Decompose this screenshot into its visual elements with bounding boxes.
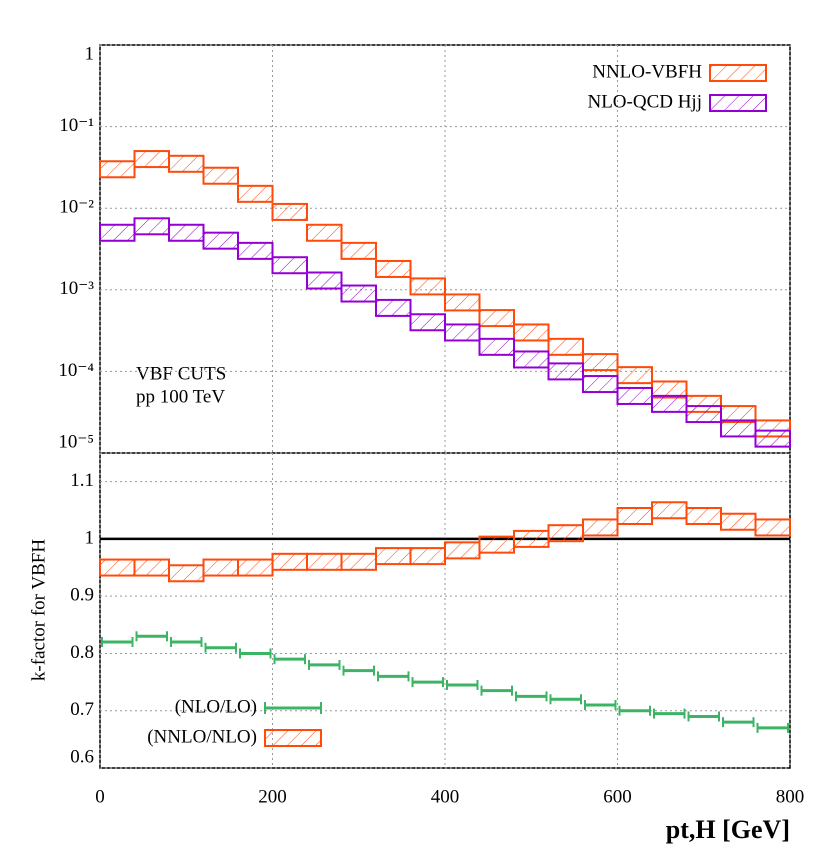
band-box bbox=[340, 241, 377, 260]
band-box bbox=[444, 323, 481, 342]
band-box bbox=[513, 323, 550, 342]
legend-swatch bbox=[709, 94, 767, 112]
x-tick-label: 600 bbox=[603, 786, 632, 807]
band-box bbox=[168, 564, 205, 583]
band-box bbox=[513, 529, 550, 548]
band-box bbox=[202, 231, 239, 250]
band-box bbox=[444, 541, 481, 560]
band-box bbox=[651, 501, 688, 520]
band-box bbox=[133, 217, 170, 236]
band-box bbox=[685, 507, 722, 525]
y-tick-label: 10⁻² bbox=[59, 197, 94, 218]
band-box bbox=[306, 552, 343, 571]
band-box bbox=[237, 558, 274, 577]
band-box bbox=[99, 558, 136, 577]
band-box bbox=[306, 223, 343, 242]
y-axis-label: k-factor for VBFH bbox=[28, 539, 49, 681]
band-box bbox=[99, 223, 136, 242]
band-box bbox=[237, 241, 274, 260]
band-box bbox=[616, 366, 653, 385]
y-tick-label: 1.1 bbox=[70, 470, 94, 491]
y-tick-label: 10⁻³ bbox=[59, 278, 94, 299]
band-box bbox=[582, 375, 619, 394]
band-box bbox=[409, 313, 446, 332]
x-tick-label: 400 bbox=[431, 786, 460, 807]
band-box bbox=[444, 293, 481, 312]
band-box bbox=[202, 166, 239, 185]
band-box bbox=[478, 309, 515, 328]
band-box bbox=[754, 518, 791, 537]
band-box bbox=[685, 405, 722, 424]
band-box bbox=[478, 535, 515, 554]
band-box bbox=[720, 419, 757, 438]
band-box bbox=[616, 386, 653, 405]
band-box bbox=[582, 518, 619, 537]
y-tick-label: 10⁻¹ bbox=[59, 115, 94, 136]
legend-swatch bbox=[709, 64, 767, 82]
band-box bbox=[409, 277, 446, 296]
band-box bbox=[340, 552, 377, 571]
y-tick-label: 1 bbox=[85, 43, 95, 64]
band-box bbox=[547, 524, 584, 543]
x-tick-label: 200 bbox=[258, 786, 287, 807]
band-box bbox=[271, 202, 308, 221]
y-tick-label: 0.6 bbox=[70, 746, 94, 767]
band-box bbox=[168, 223, 205, 242]
annotation: pp 100 TeV bbox=[136, 386, 225, 407]
band-box bbox=[513, 350, 550, 369]
band-box bbox=[133, 558, 170, 577]
band-box bbox=[271, 552, 308, 571]
band-box bbox=[133, 150, 170, 169]
band-box bbox=[375, 547, 412, 566]
y-tick-label: 10⁻⁵ bbox=[58, 431, 94, 452]
band-box bbox=[409, 547, 446, 566]
legend-label: NNLO-VBFH bbox=[592, 61, 702, 82]
band-box bbox=[651, 394, 688, 413]
legend-label: (NLO/LO) bbox=[175, 696, 257, 717]
band-box bbox=[202, 558, 239, 577]
y-tick-label: 10⁻⁴ bbox=[58, 360, 94, 381]
x-tick-label: 0 bbox=[95, 786, 105, 807]
band-box bbox=[271, 256, 308, 275]
band-box bbox=[168, 154, 205, 173]
legend-swatch bbox=[264, 729, 322, 747]
band-box bbox=[478, 337, 515, 356]
band-box bbox=[754, 429, 791, 448]
band-box bbox=[237, 184, 274, 203]
y-tick-label: 0.7 bbox=[70, 699, 94, 720]
band-box bbox=[375, 259, 412, 278]
band-box bbox=[616, 507, 653, 525]
y-tick-label: 0.9 bbox=[70, 585, 94, 606]
band-box bbox=[99, 160, 136, 179]
band-box bbox=[720, 512, 757, 531]
x-tick-label: 800 bbox=[776, 786, 805, 807]
band-box bbox=[375, 298, 412, 317]
y-tick-label: 0.8 bbox=[70, 642, 94, 663]
annotation: VBF CUTS bbox=[136, 363, 226, 384]
legend-label: (NNLO/NLO) bbox=[147, 726, 257, 747]
band-box bbox=[547, 362, 584, 381]
x-axis-label: pt,H [GeV] bbox=[666, 815, 790, 844]
band-box bbox=[306, 271, 343, 290]
legend-label: NLO-QCD Hjj bbox=[587, 91, 702, 112]
band-box bbox=[547, 337, 584, 356]
band-box bbox=[582, 353, 619, 372]
band-box bbox=[340, 284, 377, 303]
y-tick-label: 1 bbox=[85, 527, 95, 548]
